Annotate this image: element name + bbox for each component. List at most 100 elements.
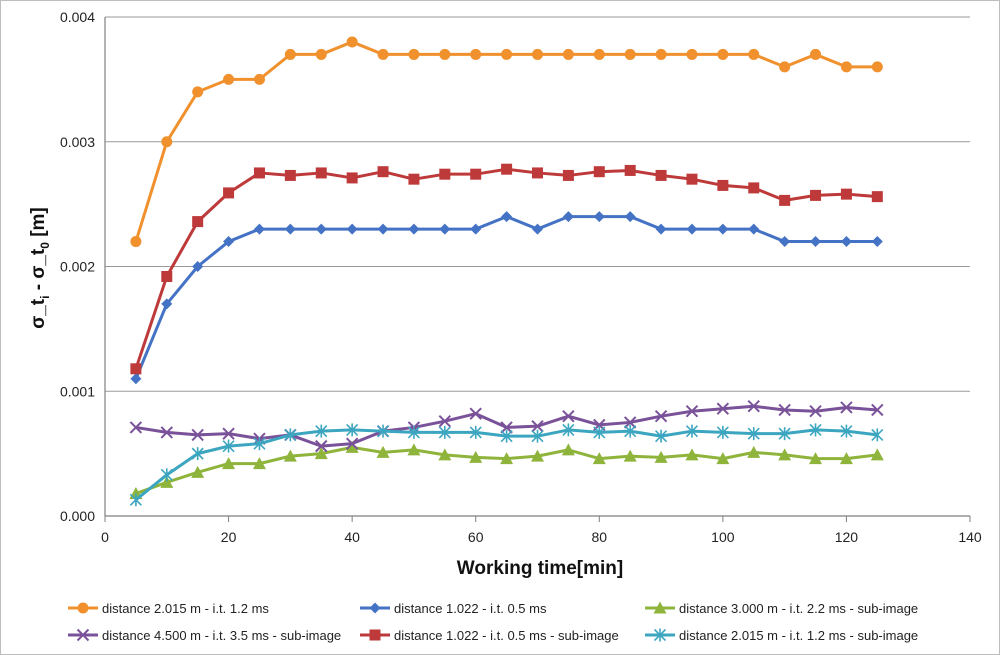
- data-point: [376, 445, 390, 458]
- data-point: [840, 424, 853, 438]
- data-point: [870, 448, 884, 461]
- data-point: [593, 211, 605, 223]
- data-point: [747, 427, 760, 441]
- y-axis-title-main: σ_t: [28, 298, 49, 329]
- data-point: [377, 223, 389, 235]
- data-point: [654, 409, 668, 423]
- y-axis-title-sub-i: i: [38, 296, 52, 299]
- data-point: [623, 416, 637, 429]
- data-point: [871, 236, 883, 248]
- series-line: [134, 215, 878, 380]
- data-point: [624, 211, 636, 223]
- data-point: [376, 424, 390, 438]
- data-point: [160, 475, 174, 488]
- y-axis-title-sub-0: 0: [38, 242, 52, 249]
- x-tick-label: 100: [711, 529, 735, 545]
- data-point: [655, 48, 667, 60]
- data-point: [501, 48, 513, 60]
- data-point: [407, 425, 420, 439]
- series-6: [129, 423, 884, 507]
- data-point: [871, 191, 883, 203]
- data-point: [345, 440, 359, 453]
- series-2: [130, 211, 883, 385]
- data-point: [346, 223, 358, 235]
- x-tick-label: 120: [835, 529, 859, 545]
- data-point: [438, 448, 452, 461]
- data-point: [283, 449, 297, 462]
- data-point: [748, 223, 760, 235]
- data-point: [747, 445, 761, 458]
- data-point: [778, 448, 792, 461]
- data-point: [315, 48, 327, 60]
- data-point: [470, 168, 482, 180]
- data-point: [223, 187, 235, 199]
- data-point: [779, 61, 791, 73]
- data-point: [871, 428, 884, 442]
- data-point: [408, 48, 420, 60]
- data-point: [532, 48, 543, 60]
- data-point: [160, 468, 173, 482]
- data-point: [161, 136, 173, 148]
- data-point: [500, 421, 513, 434]
- data-point: [501, 211, 513, 223]
- data-point: [562, 48, 574, 60]
- data-point: [561, 443, 575, 456]
- data-point: [779, 236, 791, 248]
- y-axis-title: σ_ti - σ_t0 [m]: [28, 207, 52, 329]
- y-tick-label: 0.000: [60, 508, 95, 524]
- data-point: [192, 86, 204, 98]
- data-point: [532, 223, 543, 235]
- data-point: [655, 429, 668, 443]
- legend-label: distance 2.015 m - i.t. 1.2 ms: [102, 601, 269, 616]
- legend-swatch-marker: [653, 628, 667, 642]
- data-point: [778, 403, 791, 417]
- y-tick-label: 0.001: [60, 383, 95, 399]
- legend-item: distance 2.015 m - i.t. 1.2 ms - sub-ima…: [645, 628, 918, 643]
- gridlines: [105, 16, 970, 392]
- tick-labels: 0.000 0.001 0.002 0.003 0.004 0 20 40 60 80 100 120…: [60, 9, 982, 545]
- data-point: [840, 188, 852, 200]
- y-tick-label: 0.004: [60, 9, 95, 25]
- data-point: [469, 425, 482, 439]
- data-point: [686, 173, 698, 185]
- data-point: [716, 452, 730, 465]
- data-point: [314, 447, 328, 460]
- data-point: [717, 48, 729, 60]
- data-point: [531, 449, 544, 462]
- data-point: [438, 425, 451, 439]
- data-point: [779, 194, 791, 206]
- data-point: [809, 405, 822, 418]
- data-point: [284, 169, 296, 181]
- data-point: [470, 48, 482, 60]
- data-point: [346, 36, 358, 48]
- data-point: [593, 166, 605, 178]
- legend-item: distance 4.500 m - i.t. 3.5 ms - sub-ima…: [68, 628, 341, 643]
- data-point: [655, 223, 667, 235]
- x-tick-label: 0: [101, 529, 109, 545]
- data-point: [500, 452, 514, 465]
- data-point: [624, 164, 636, 176]
- legend-label: distance 1.022 - i.t. 0.5 ms: [394, 601, 547, 616]
- data-point: [315, 167, 327, 179]
- data-point: [686, 223, 698, 235]
- data-point: [222, 427, 235, 440]
- data-point: [593, 48, 605, 60]
- series-line: [134, 167, 878, 370]
- data-point: [345, 437, 359, 450]
- data-point: [407, 443, 421, 456]
- data-point: [253, 437, 266, 451]
- data-point: [130, 363, 142, 375]
- data-point: [130, 236, 142, 248]
- data-point: [562, 409, 575, 423]
- data-point: [809, 452, 823, 465]
- data-point: [717, 179, 729, 191]
- data-point: [840, 61, 852, 73]
- data-point: [871, 61, 883, 73]
- data-point: [562, 211, 574, 223]
- data-point: [592, 452, 606, 465]
- data-point: [192, 261, 204, 272]
- data-point: [655, 169, 667, 181]
- legend-swatch-marker: [76, 628, 90, 642]
- series-group: [129, 36, 884, 507]
